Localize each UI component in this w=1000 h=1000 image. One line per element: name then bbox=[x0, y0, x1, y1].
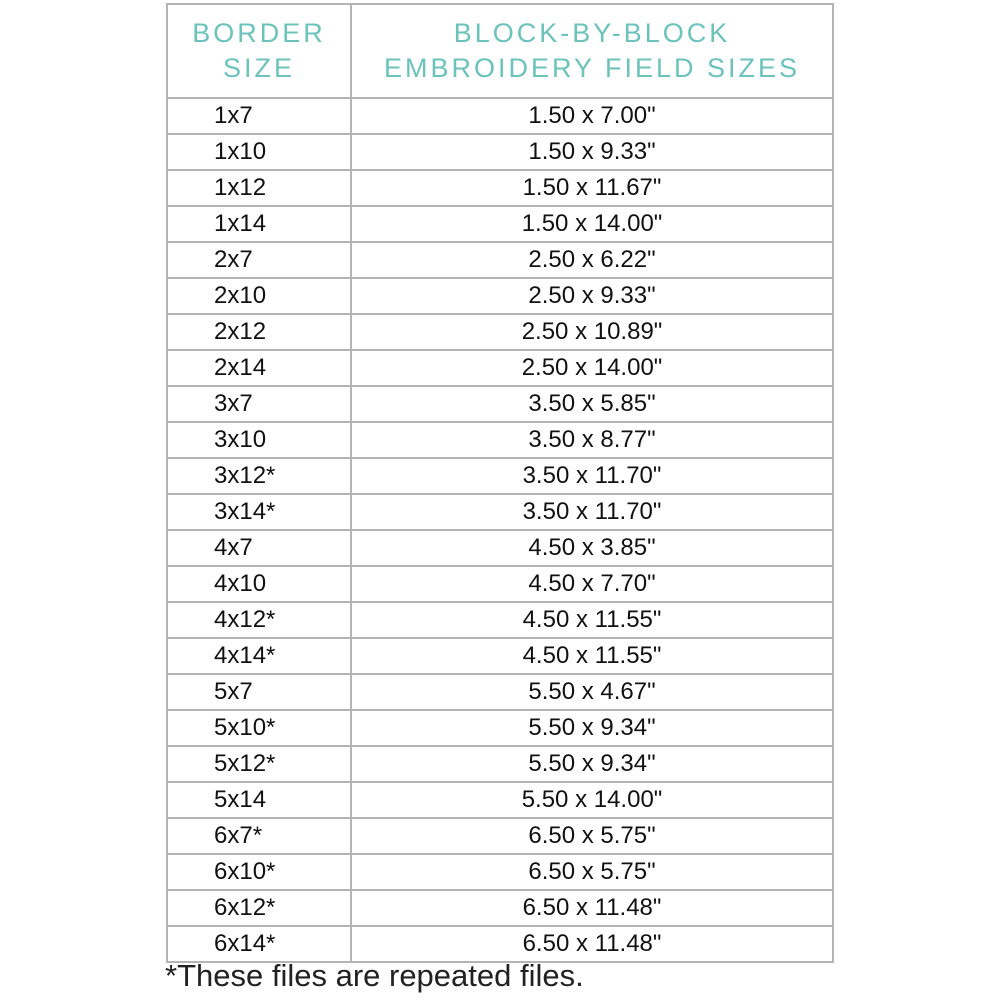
field-size-cell: 2.50 x 14.00" bbox=[350, 349, 834, 387]
field-size-cell: 4.50 x 3.85" bbox=[350, 529, 834, 567]
border-size-cell: 4x14* bbox=[166, 637, 352, 675]
border-size-cell: 5x10* bbox=[166, 709, 352, 747]
field-size-cell: 3.50 x 11.70" bbox=[350, 457, 834, 495]
table-row: 3x12* 3.50 x 11.70" bbox=[166, 457, 834, 495]
table-row: 5x12* 5.50 x 9.34" bbox=[166, 745, 834, 783]
field-size-cell: 2.50 x 6.22" bbox=[350, 241, 834, 279]
border-size-cell: 5x14 bbox=[166, 781, 352, 819]
field-size-cell: 6.50 x 5.75" bbox=[350, 817, 834, 855]
table-row: 2x10 2.50 x 9.33" bbox=[166, 277, 834, 315]
border-size-cell: 5x7 bbox=[166, 673, 352, 711]
table-row: 4x14* 4.50 x 11.55" bbox=[166, 637, 834, 675]
embroidery-field-sizes-table: BORDER SIZE BLOCK-BY-BLOCK EMBROIDERY FI… bbox=[166, 3, 834, 963]
border-size-cell: 6x10* bbox=[166, 853, 352, 891]
field-size-cell: 6.50 x 5.75" bbox=[350, 853, 834, 891]
field-size-cell: 3.50 x 11.70" bbox=[350, 493, 834, 531]
border-size-cell: 2x14 bbox=[166, 349, 352, 387]
border-size-cell: 5x12* bbox=[166, 745, 352, 783]
border-size-cell: 1x10 bbox=[166, 133, 352, 171]
header-border-size: BORDER SIZE bbox=[166, 3, 352, 99]
border-size-cell: 3x12* bbox=[166, 457, 352, 495]
table-row: 4x7 4.50 x 3.85" bbox=[166, 529, 834, 567]
border-size-cell: 1x7 bbox=[166, 97, 352, 135]
border-size-cell: 1x12 bbox=[166, 169, 352, 207]
table-row: 2x12 2.50 x 10.89" bbox=[166, 313, 834, 351]
table-row: 6x7* 6.50 x 5.75" bbox=[166, 817, 834, 855]
border-size-cell: 1x14 bbox=[166, 205, 352, 243]
table-row: 1x7 1.50 x 7.00" bbox=[166, 97, 834, 135]
field-size-cell: 5.50 x 14.00" bbox=[350, 781, 834, 819]
table-row: 2x14 2.50 x 14.00" bbox=[166, 349, 834, 387]
border-size-cell: 3x14* bbox=[166, 493, 352, 531]
field-size-cell: 4.50 x 7.70" bbox=[350, 565, 834, 603]
field-size-cell: 1.50 x 14.00" bbox=[350, 205, 834, 243]
field-size-cell: 1.50 x 11.67" bbox=[350, 169, 834, 207]
field-size-cell: 1.50 x 9.33" bbox=[350, 133, 834, 171]
field-size-cell: 6.50 x 11.48" bbox=[350, 889, 834, 927]
field-size-cell: 2.50 x 10.89" bbox=[350, 313, 834, 351]
header-field-sizes: BLOCK-BY-BLOCK EMBROIDERY FIELD SIZES bbox=[350, 3, 834, 99]
border-size-cell: 4x12* bbox=[166, 601, 352, 639]
border-size-cell: 6x14* bbox=[166, 925, 352, 963]
table-row: 5x10* 5.50 x 9.34" bbox=[166, 709, 834, 747]
table-row: 5x7 5.50 x 4.67" bbox=[166, 673, 834, 711]
field-size-cell: 3.50 x 5.85" bbox=[350, 385, 834, 423]
field-size-cell: 6.50 x 11.48" bbox=[350, 925, 834, 963]
header-row: BORDER SIZE BLOCK-BY-BLOCK EMBROIDERY FI… bbox=[166, 3, 834, 99]
footnote: *These files are repeated files. bbox=[165, 958, 584, 993]
border-size-cell: 6x7* bbox=[166, 817, 352, 855]
field-size-cell: 2.50 x 9.33" bbox=[350, 277, 834, 315]
border-size-cell: 4x10 bbox=[166, 565, 352, 603]
table-row: 2x7 2.50 x 6.22" bbox=[166, 241, 834, 279]
field-size-cell: 5.50 x 9.34" bbox=[350, 745, 834, 783]
border-size-cell: 2x12 bbox=[166, 313, 352, 351]
table-row: 1x10 1.50 x 9.33" bbox=[166, 133, 834, 171]
table-row: 3x14* 3.50 x 11.70" bbox=[166, 493, 834, 531]
table-row: 5x14 5.50 x 14.00" bbox=[166, 781, 834, 819]
border-size-cell: 3x10 bbox=[166, 421, 352, 459]
field-size-cell: 4.50 x 11.55" bbox=[350, 601, 834, 639]
field-size-cell: 5.50 x 9.34" bbox=[350, 709, 834, 747]
border-size-cell: 2x10 bbox=[166, 277, 352, 315]
field-size-cell: 4.50 x 11.55" bbox=[350, 637, 834, 675]
border-size-cell: 6x12* bbox=[166, 889, 352, 927]
table-row: 6x10* 6.50 x 5.75" bbox=[166, 853, 834, 891]
table-row: 1x12 1.50 x 11.67" bbox=[166, 169, 834, 207]
table-row: 6x14* 6.50 x 11.48" bbox=[166, 925, 834, 963]
table-row: 3x10 3.50 x 8.77" bbox=[166, 421, 834, 459]
border-size-cell: 3x7 bbox=[166, 385, 352, 423]
table-row: 3x7 3.50 x 5.85" bbox=[166, 385, 834, 423]
field-size-cell: 1.50 x 7.00" bbox=[350, 97, 834, 135]
table-row: 6x12* 6.50 x 11.48" bbox=[166, 889, 834, 927]
table-row: 1x14 1.50 x 14.00" bbox=[166, 205, 834, 243]
field-size-cell: 5.50 x 4.67" bbox=[350, 673, 834, 711]
table-row: 4x10 4.50 x 7.70" bbox=[166, 565, 834, 603]
border-size-cell: 4x7 bbox=[166, 529, 352, 567]
field-size-cell: 3.50 x 8.77" bbox=[350, 421, 834, 459]
border-size-cell: 2x7 bbox=[166, 241, 352, 279]
table-row: 4x12* 4.50 x 11.55" bbox=[166, 601, 834, 639]
